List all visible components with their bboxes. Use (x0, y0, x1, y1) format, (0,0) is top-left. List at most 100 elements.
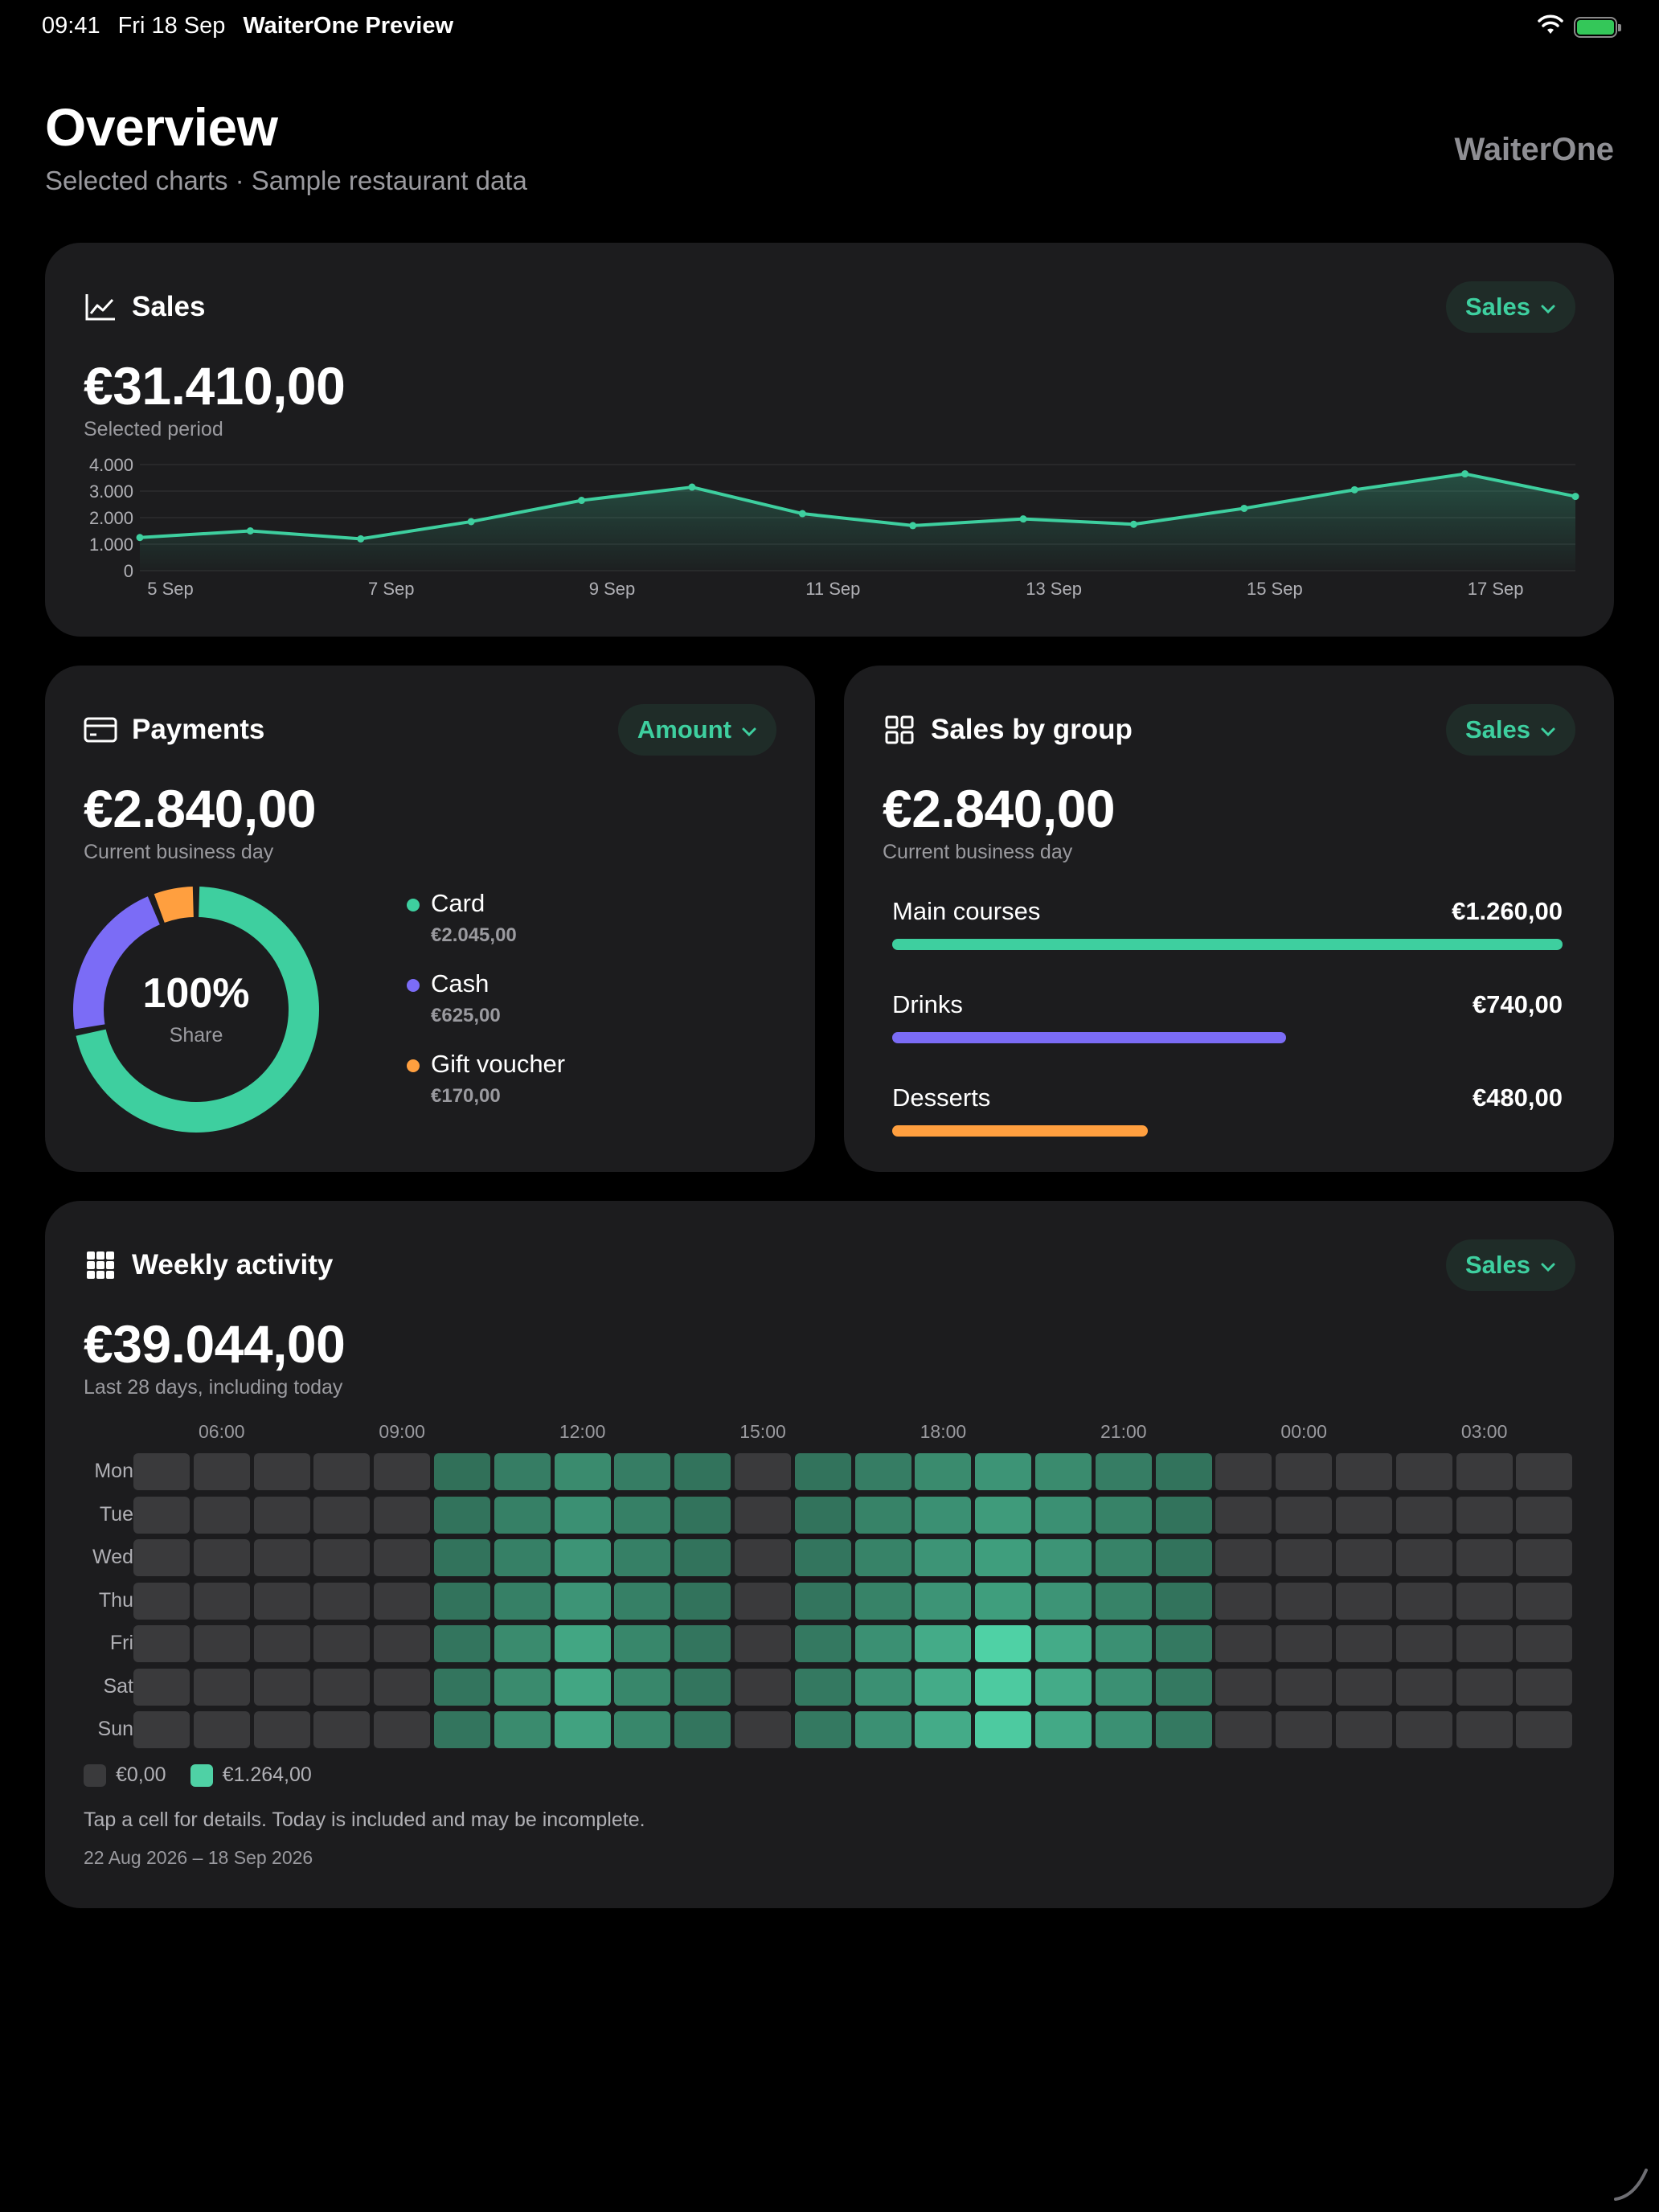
heatmap-cell[interactable] (1336, 1668, 1392, 1706)
heatmap-cell[interactable] (854, 1539, 911, 1576)
heatmap-cell[interactable] (494, 1496, 551, 1534)
heatmap-cell[interactable] (614, 1539, 671, 1576)
heatmap-cell[interactable] (1456, 1711, 1513, 1748)
heatmap-cell[interactable] (1456, 1496, 1513, 1534)
heatmap-cell[interactable] (794, 1625, 851, 1662)
heatmap-cell[interactable] (253, 1453, 310, 1490)
heatmap-cell[interactable] (915, 1496, 972, 1534)
sales-metric-dropdown[interactable]: Sales (1445, 281, 1575, 333)
heatmap-cell[interactable] (193, 1625, 250, 1662)
heatmap-cell[interactable] (374, 1625, 431, 1662)
heatmap-cell[interactable] (193, 1496, 250, 1534)
heatmap-cell[interactable] (1516, 1539, 1573, 1576)
heatmap-cell[interactable] (915, 1582, 972, 1620)
sales-point[interactable] (136, 534, 144, 542)
heatmap-cell[interactable] (374, 1453, 431, 1490)
heatmap-cell[interactable] (193, 1668, 250, 1706)
heatmap-cell[interactable] (1035, 1711, 1092, 1748)
sales-point[interactable] (246, 527, 254, 535)
heatmap-cell[interactable] (794, 1539, 851, 1576)
heatmap-cell[interactable] (133, 1582, 190, 1620)
heatmap-cell[interactable] (614, 1711, 671, 1748)
heatmap-cell[interactable] (1155, 1625, 1212, 1662)
heatmap-cell[interactable] (193, 1539, 250, 1576)
heatmap-cell[interactable] (1095, 1453, 1152, 1490)
heatmap-cell[interactable] (794, 1453, 851, 1490)
heatmap-cell[interactable] (735, 1453, 791, 1490)
heatmap-cell[interactable] (1456, 1668, 1513, 1706)
heatmap-cell[interactable] (975, 1453, 1032, 1490)
donut-slice-card[interactable] (76, 887, 319, 1133)
heatmap-cell[interactable] (313, 1711, 371, 1748)
heatmap-cell[interactable] (735, 1711, 791, 1748)
heatmap-cell[interactable] (1155, 1496, 1212, 1534)
sales-point[interactable] (1019, 515, 1027, 523)
heatmap-cell[interactable] (1035, 1668, 1092, 1706)
heatmap-cell[interactable] (1095, 1582, 1152, 1620)
heatmap-cell[interactable] (193, 1711, 250, 1748)
heatmap-cell[interactable] (1395, 1711, 1452, 1748)
heatmap-cell[interactable] (494, 1625, 551, 1662)
sales-line-chart[interactable]: 0 1.000 2.000 3.000 4.000 5 Sep 7 Sep 9 Sep 11 S… (45, 243, 1614, 637)
heatmap-cell[interactable] (1336, 1539, 1392, 1576)
group-row-drinks[interactable]: Drinks €740,00 (892, 990, 1563, 1043)
heatmap-cell[interactable] (1215, 1668, 1272, 1706)
donut-slice-gift-voucher[interactable] (154, 887, 195, 924)
heatmap-cell[interactable] (975, 1496, 1032, 1534)
group-row-desserts[interactable]: Desserts €480,00 (892, 1083, 1563, 1137)
heatmap-cell[interactable] (915, 1539, 972, 1576)
heatmap-cell[interactable] (614, 1668, 671, 1706)
heatmap-cell[interactable] (1276, 1625, 1333, 1662)
heatmap-cell[interactable] (434, 1711, 490, 1748)
heatmap-cell[interactable] (1215, 1496, 1272, 1534)
heatmap-cell[interactable] (1276, 1668, 1333, 1706)
heatmap-cell[interactable] (1215, 1582, 1272, 1620)
heatmap-cell[interactable] (554, 1711, 611, 1748)
heatmap-cell[interactable] (1276, 1711, 1333, 1748)
legend-item-cash[interactable]: Cash €625,00 (405, 969, 565, 1050)
heatmap-cell[interactable] (313, 1625, 371, 1662)
heatmap-cell[interactable] (133, 1625, 190, 1662)
heatmap-cell[interactable] (1395, 1582, 1452, 1620)
heatmap-cell[interactable] (313, 1453, 371, 1490)
heatmap-cell[interactable] (1035, 1539, 1092, 1576)
heatmap-cell[interactable] (915, 1625, 972, 1662)
heatmap-cell[interactable] (1215, 1711, 1272, 1748)
heatmap-cell[interactable] (674, 1668, 731, 1706)
heatmap-cell[interactable] (1215, 1539, 1272, 1576)
heatmap-cell[interactable] (1035, 1496, 1092, 1534)
heatmap-cell[interactable] (253, 1539, 310, 1576)
heatmap-cell[interactable] (313, 1539, 371, 1576)
heatmap-cell[interactable] (1395, 1625, 1452, 1662)
heatmap-cell[interactable] (374, 1711, 431, 1748)
sales-point[interactable] (467, 518, 475, 526)
heatmap-cell[interactable] (915, 1453, 972, 1490)
sales-point[interactable] (798, 510, 806, 518)
heatmap-cell[interactable] (1395, 1539, 1452, 1576)
heatmap-cell[interactable] (674, 1496, 731, 1534)
heatmap-cell[interactable] (554, 1582, 611, 1620)
sales-point[interactable] (909, 522, 917, 530)
heatmap-cell[interactable] (494, 1582, 551, 1620)
heatmap-cell[interactable] (794, 1668, 851, 1706)
sales-point[interactable] (1461, 470, 1469, 478)
heatmap-cell[interactable] (1516, 1496, 1573, 1534)
heatmap-cell[interactable] (1155, 1539, 1212, 1576)
heatmap-cell[interactable] (1095, 1668, 1152, 1706)
group-row-main-courses[interactable]: Main courses €1.260,00 (892, 897, 1563, 950)
heatmap-cell[interactable] (1456, 1582, 1513, 1620)
heatmap-cell[interactable] (1035, 1625, 1092, 1662)
heatmap-cell[interactable] (374, 1496, 431, 1534)
heatmap-cell[interactable] (614, 1625, 671, 1662)
heatmap-cell[interactable] (374, 1668, 431, 1706)
heatmap-cell[interactable] (794, 1496, 851, 1534)
heatmap-cell[interactable] (1276, 1453, 1333, 1490)
sales-point[interactable] (578, 497, 586, 505)
heatmap-cell[interactable] (674, 1711, 731, 1748)
heatmap-cell[interactable] (313, 1582, 371, 1620)
heatmap-cell[interactable] (1095, 1539, 1152, 1576)
heatmap-cell[interactable] (1456, 1539, 1513, 1576)
heatmap-cell[interactable] (1336, 1625, 1392, 1662)
heatmap-cell[interactable] (1095, 1496, 1152, 1534)
heatmap-cell[interactable] (674, 1625, 731, 1662)
